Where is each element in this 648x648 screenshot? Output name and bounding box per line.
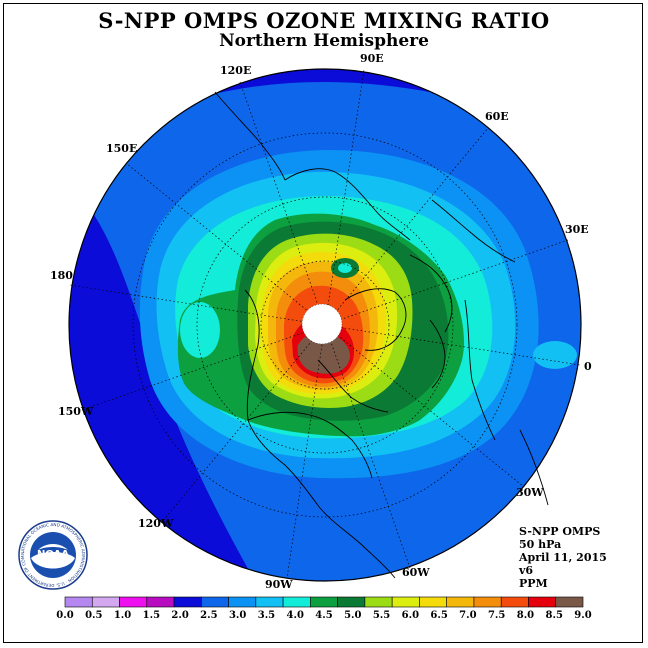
noaa-wordmark: NOAA [37,549,69,560]
lon-label-60e: 60E [485,110,509,123]
noaa-logo: NATIONAL OCEANIC AND ATMOSPHERIC ADMINIS… [18,520,88,590]
globe-outline [68,68,582,582]
lon-label-90w: 90W [265,578,293,591]
no-data-pole [301,303,343,345]
metadata-block: S-NPP OMPS 50 hPa April 11, 2015 v6 PPM [519,525,607,590]
lon-label-150w: 150W [58,405,94,418]
lon-label-90e: 90E [360,52,384,65]
figure-frame [3,3,643,643]
lon-label-30w: 30W [516,486,544,499]
lon-label-120e: 120E [220,64,251,77]
lon-label-60w: 60W [402,566,430,579]
date-label: April 11, 2015 [519,551,607,564]
figure-subtitle: Northern Hemisphere [219,31,429,51]
lon-label-120w: 120W [138,517,174,530]
graticule [69,69,581,579]
version-label: v6 [519,564,534,577]
lon-label-30e: 30E [565,223,589,236]
pressure-level: 50 hPa [519,538,562,551]
longitude-labels: 90E 60E 30E 0 30W 60W 90W 120W 150W 180 … [50,52,592,591]
lon-label-0: 0 [584,360,592,373]
lon-label-180: 180 [50,269,73,282]
figure-title: S-NPP OMPS OZONE MIXING RATIO [98,8,550,33]
units-label: PPM [519,577,548,590]
coastlines [214,91,549,579]
instrument-label: S-NPP OMPS [519,525,601,538]
lon-label-150e: 150E [106,142,137,155]
